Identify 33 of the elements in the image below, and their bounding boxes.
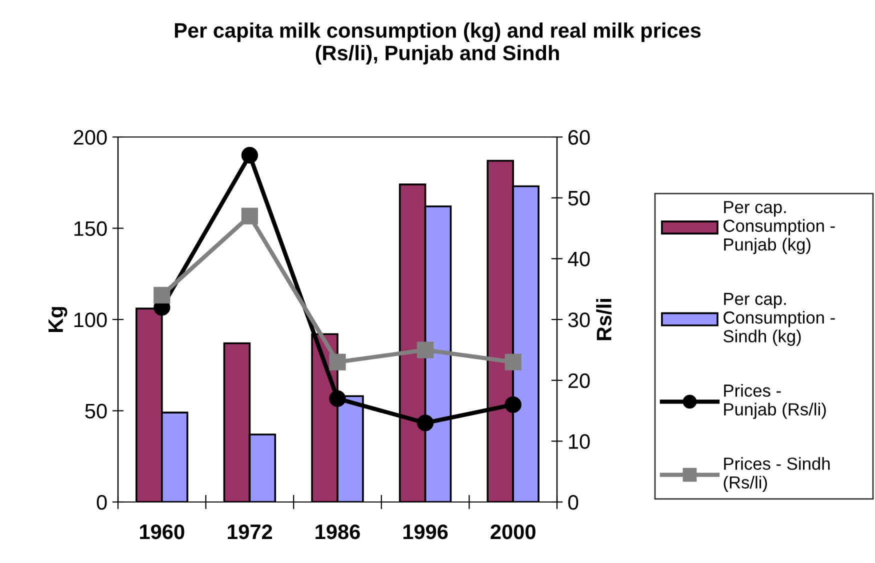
y2-axis-title: Rs/li xyxy=(596,298,612,340)
point xyxy=(241,208,258,224)
x-tick-label: 1986 xyxy=(316,524,360,540)
point xyxy=(329,354,346,370)
y2-tick-label: 40 xyxy=(568,252,590,266)
legend-label: Prices - Punjab (Rs/li) xyxy=(724,384,826,419)
point xyxy=(329,390,346,407)
x-tick-label: 1960 xyxy=(140,524,184,540)
point xyxy=(154,286,170,304)
x-tick-label: 2000 xyxy=(490,524,536,540)
y2-tick-label: 0 xyxy=(568,495,578,510)
y-tick-label: 150 xyxy=(74,221,107,236)
y2-tick-label: 60 xyxy=(568,130,590,145)
point xyxy=(241,146,258,164)
x-tick-label: 1996 xyxy=(403,524,448,540)
point xyxy=(504,396,522,413)
x-tick-label: 1972 xyxy=(228,524,272,540)
legend-label: Per cap. Consumption - Punjab (kg) xyxy=(724,201,835,254)
y-tick-label: 100 xyxy=(74,312,107,328)
legend-label: Per cap. Consumption - Sindh (kg) xyxy=(724,292,835,346)
point xyxy=(416,342,434,358)
point xyxy=(416,414,434,432)
y-tick-label: 0 xyxy=(96,495,107,510)
y2-tick-label: 10 xyxy=(569,434,590,449)
chart-title: Per capita milk consumption (kg) and real milk prices (Rs/li), Punjab and Sindh xyxy=(174,22,701,64)
y2-tick-label: 30 xyxy=(568,312,590,328)
legend-label: Prices - Sindh (Rs/li) xyxy=(724,457,830,492)
y2-tick-label: 20 xyxy=(568,373,590,388)
y-tick-label: 50 xyxy=(85,404,107,419)
y-axis-title: Kg xyxy=(48,307,68,332)
y-tick-label: 200 xyxy=(74,130,107,145)
point xyxy=(504,354,522,370)
y2-tick-label: 50 xyxy=(568,190,590,206)
